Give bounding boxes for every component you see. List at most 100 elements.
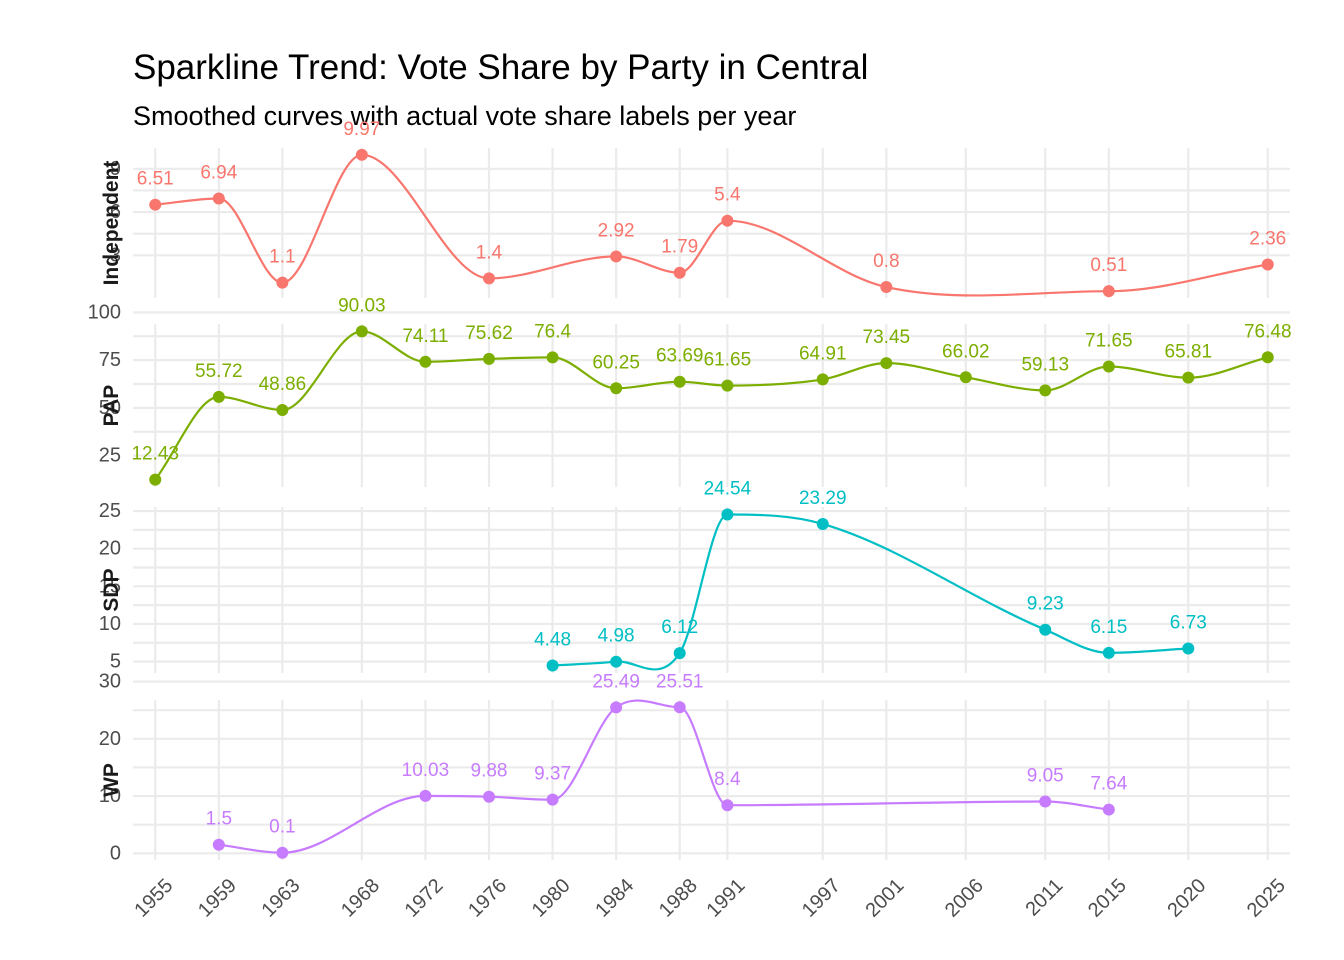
data-label-wp: 8.4 [714,769,741,790]
data-label-wp: 9.88 [471,761,508,782]
data-point-pap [355,325,368,338]
data-label-pap: 59.13 [1021,354,1069,375]
data-point-sdp [1039,623,1052,636]
data-label-pap: 61.65 [704,350,752,371]
y-tick-label: 6 [110,201,121,223]
data-point-wp [276,846,289,859]
panel-wp: 0 10 20 30 WP 1.5 0.1 10.03 9.88 9.37 25.49 25.51 8.… [99,671,1290,864]
data-point-wp [610,701,623,714]
data-point-wp [1102,803,1115,816]
y-tick-label: 25 [99,445,121,467]
data-point-sdp [721,508,734,521]
data-point-independent [1102,285,1115,298]
data-label-wp: 7.64 [1090,774,1127,795]
data-label-wp: 0.1 [269,817,295,838]
data-label-sdp: 6.73 [1170,613,1207,634]
data-point-independent [673,266,686,279]
data-point-pap [483,352,495,365]
data-point-independent [610,250,623,263]
x-tick-label: 1980 [528,875,575,922]
data-point-sdp [1182,642,1195,655]
data-label-sdp: 24.54 [704,479,752,500]
data-point-pap [816,373,829,386]
data-label-pap: 76.4 [534,321,571,342]
x-tick-label: 1988 [655,875,702,922]
data-point-sdp [546,659,559,672]
data-label-sdp: 4.48 [534,629,571,650]
y-tick-label: 9 [110,158,121,180]
panel-label-pap: PAP [100,385,123,427]
data-point-pap [276,404,289,417]
data-label-pap: 76.48 [1244,321,1292,342]
data-point-pap [1261,351,1274,364]
y-tick-label: 10 [99,613,121,635]
y-tick-label: 3 [110,244,121,266]
data-label-wp: 25.49 [592,671,640,692]
data-label-independent: 5.4 [714,185,741,206]
data-point-pap [546,351,559,364]
data-point-wp [212,838,225,851]
data-label-sdp: 6.15 [1090,617,1127,638]
data-label-pap: 73.45 [863,327,911,348]
panel-label-sdp: SDP [100,568,123,611]
data-point-pap [212,390,225,403]
y-tick-label: 5 [110,651,121,673]
y-tick-label: 30 [99,671,121,693]
data-label-sdp: 6.12 [661,617,698,638]
data-label-sdp: 23.29 [799,488,847,509]
data-label-independent: 1.79 [661,237,698,258]
data-point-sdp [816,517,829,530]
data-point-pap [610,382,623,395]
data-label-pap: 65.81 [1165,342,1213,363]
data-point-pap [149,473,162,486]
data-label-independent: 0.8 [873,251,899,272]
data-label-independent: 2.36 [1249,229,1286,250]
x-tick-label: 1955 [130,875,177,922]
data-point-independent [1261,258,1274,271]
data-point-pap [1182,371,1195,384]
data-label-pap: 48.86 [259,374,307,395]
data-point-wp [721,799,734,812]
series-curve-wp [218,699,1109,854]
data-label-independent: 6.51 [137,169,174,190]
data-point-independent [880,281,893,294]
data-point-wp [1039,795,1052,808]
data-point-independent [212,192,225,205]
data-point-wp [546,793,559,806]
data-point-sdp [610,655,623,668]
data-label-pap: 60.25 [592,352,640,373]
y-tick-label: 25 [99,500,121,522]
data-point-independent [721,214,734,227]
x-tick-label: 1984 [591,875,638,922]
data-label-pap: 12.43 [131,444,179,465]
data-label-wp: 9.05 [1027,765,1064,786]
data-label-pap: 66.02 [942,341,990,362]
data-label-wp: 1.5 [206,809,232,830]
x-tick-label: 2020 [1163,875,1210,922]
panel-pap: 25 50 75 100 PAP 12.43 55.72 48.86 90.03 74.11 75.… [88,295,1292,487]
y-tick-label: 10 [99,785,121,807]
data-label-pap: 71.65 [1085,331,1133,352]
data-label-independent: 1.1 [269,247,295,268]
series-curve-sdp [552,513,1189,671]
data-point-pap [1102,360,1115,373]
data-label-independent: 0.51 [1090,255,1127,276]
x-tick-label: 2011 [1021,875,1067,921]
x-tick-label: 2001 [861,875,908,922]
y-tick-label: 0 [110,842,121,864]
x-tick-label: 1976 [464,875,511,922]
y-tick-label: 100 [88,301,121,323]
y-tick-label: 20 [99,728,121,750]
x-tick-label: 1968 [337,875,384,922]
chart-subtitle: Smoothed curves with actual vote share l… [133,101,797,131]
data-label-wp: 25.51 [656,671,704,692]
x-tick-label: 1963 [258,875,305,922]
x-tick-label: 1991 [703,875,750,922]
data-point-pap [721,379,734,392]
x-tick-label: 1959 [194,875,241,922]
data-label-pap: 74.11 [402,326,448,347]
data-label-independent: 6.94 [200,162,237,183]
chart-title: Sparkline Trend: Vote Share by Party in … [133,48,869,87]
